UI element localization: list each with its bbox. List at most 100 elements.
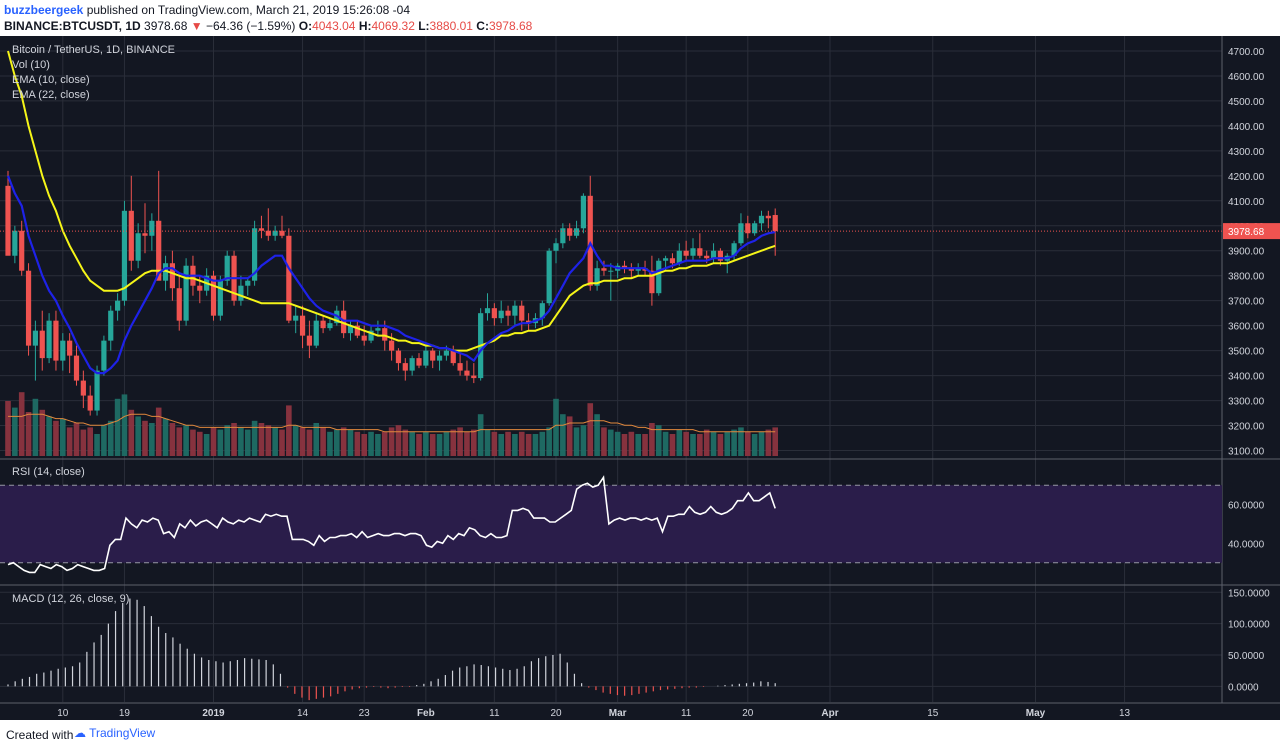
volume-bar [395,425,402,456]
volume-bar [642,434,648,456]
price-tick-label: 4100.00 [1228,197,1265,208]
volume-bar [697,434,703,456]
volume-bar [238,427,244,456]
volume-bar [18,392,25,456]
volume-bar [114,398,121,456]
volume-bar [477,414,484,456]
volume-bar [738,427,744,456]
candle-body [60,340,66,361]
volume-bar [457,427,463,456]
volume-bar [703,429,710,456]
time-tick-label: 2019 [202,708,225,719]
volume-bar [361,434,367,456]
price-tick-label: 3500.00 [1228,347,1265,358]
candle-body [19,230,25,271]
volume-bar [471,429,477,456]
price-tick-label: 4500.00 [1228,97,1265,108]
volume-bar [498,434,504,456]
candle-body [46,320,52,359]
candle-body [327,323,333,329]
candle-body [73,355,80,381]
volume-bar [149,423,155,456]
candle-body [635,268,641,271]
candle-body [149,220,155,236]
volume-bar [601,427,607,456]
macd-tick-label: 100.0000 [1228,620,1270,631]
ema10-line [6,175,776,375]
volume-bar [340,427,347,456]
candle-body [430,350,436,361]
close-label: C: [476,19,489,33]
volume-bar [443,431,450,456]
volume-bar [368,431,374,456]
time-tick-label: 20 [550,708,562,719]
volume-bar [87,427,93,456]
volume-bar [32,398,39,456]
change-down-icon: ▼ [190,19,203,33]
volume-bar [217,429,224,456]
candle-body [656,260,662,294]
volume-bar [409,431,415,456]
volume-bar [155,407,162,456]
volume-bar [306,429,313,456]
volume-bar [313,423,320,456]
volume-bar [573,427,580,456]
candle-body [375,328,381,331]
candle-body [663,258,669,261]
candle-body [690,248,696,256]
macd-legend: MACD (12, 26, close, 9) [12,593,130,605]
volume-bar [25,412,32,456]
candle-body [361,335,367,341]
volume-bar [142,420,148,456]
tradingview-logo[interactable]: ☁ TradingView [74,726,155,740]
created-with-text: Created with [6,728,74,742]
candle-body [745,223,751,234]
candle-body [765,215,771,219]
price-tick-label: 3100.00 [1228,447,1265,458]
grid [0,36,1222,702]
candle-body [717,250,723,261]
published-text: published on TradingView.com, March 21, … [86,3,411,17]
volume-bar [628,431,635,456]
time-tick-label: Apr [821,708,838,719]
candle-body [32,330,38,346]
candle-body [512,305,518,316]
candle-body [567,228,573,236]
price-tick-label: 4200.00 [1228,172,1265,183]
volume-bar [265,425,272,456]
price-tick-label: 3700.00 [1228,297,1265,308]
candle-body [162,263,169,281]
volume-bar [80,429,87,456]
candle-body [436,355,443,361]
volume-bar [354,431,361,456]
price-tick-label: 4300.00 [1228,147,1265,158]
close-value: 3978.68 [488,19,533,33]
volume-bar [683,431,689,456]
time-tick-label: 13 [1119,708,1131,719]
time-tick-label: Mar [609,708,627,719]
chart-area[interactable]: 3100.00 3200.00 3300.00 3400.00 3500.00 3600.… [0,36,1280,720]
candle-body [457,363,463,371]
candle-body [731,243,737,256]
candle-body [484,308,491,314]
candle-body [258,228,265,231]
volume-bar [334,429,340,456]
author-link[interactable]: buzzbeergeek [4,3,84,17]
volume-ma-line [8,413,776,433]
candle-body [210,275,217,316]
footer: Created with ☁ TradingView [0,720,1280,750]
volume-bar [190,429,196,456]
candle-body [580,195,586,229]
candle-body [587,195,593,286]
volume-bar [662,431,669,456]
price-tick-label: 4600.00 [1228,72,1265,83]
candles [5,170,778,416]
candle-body [238,285,244,301]
candle-body [306,335,312,346]
chart-canvas[interactable]: 3100.00 3200.00 3300.00 3400.00 3500.00 3600.… [0,36,1280,720]
volume-bar [553,398,559,456]
rsi-tick-label: 40.0000 [1228,539,1265,550]
candle-body [395,350,402,364]
candle-body [101,340,107,371]
candle-body [347,325,354,334]
